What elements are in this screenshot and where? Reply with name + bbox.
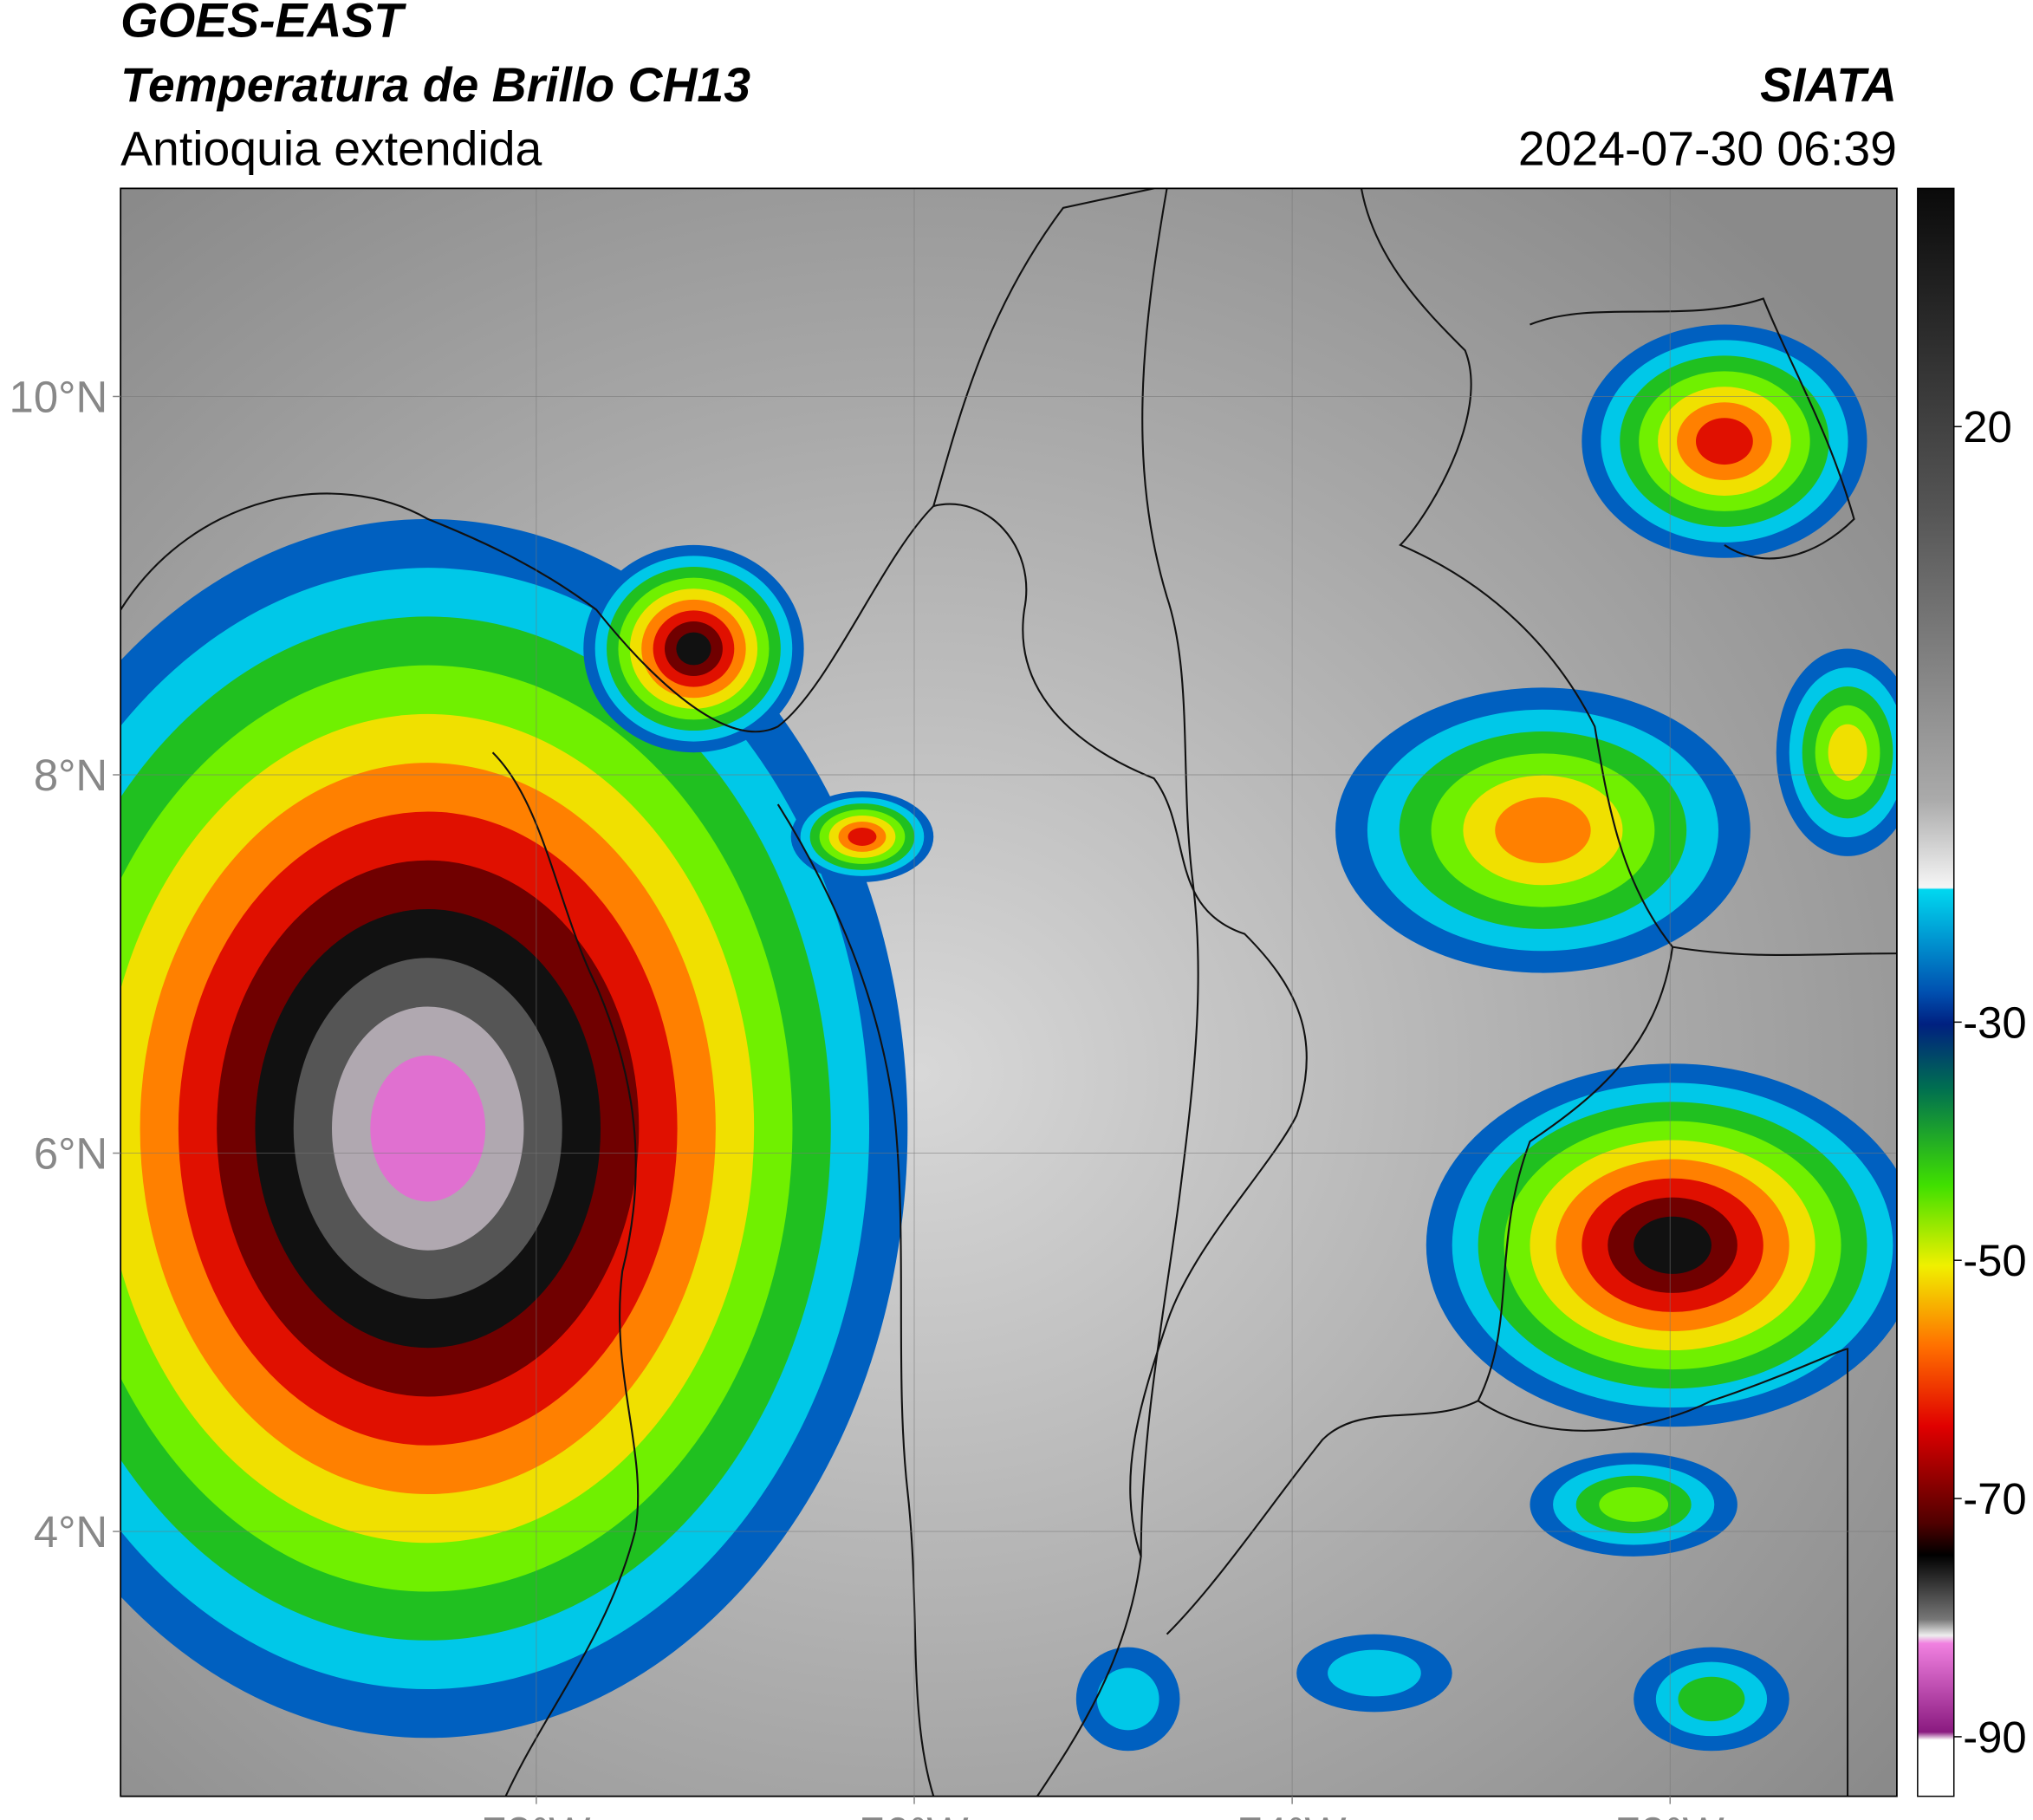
map-frame <box>120 187 1898 1797</box>
y-tick-label: 10°N <box>10 372 108 421</box>
axis-labels: 78°W 76°W 74°W 72°W 10°N 8°N 6°N 4°N <box>10 372 1724 1820</box>
cloud-ring <box>848 827 877 846</box>
y-tick-label: 8°N <box>34 751 107 800</box>
y-tick-label: 6°N <box>34 1128 107 1178</box>
cloud-ring <box>1096 1667 1159 1731</box>
colorbar-tick-label: 20 <box>1963 402 2012 452</box>
y-tick-label: 4°N <box>34 1507 107 1557</box>
cloud-ring <box>676 632 711 666</box>
subtitle: Temperatura de Brillo CH13 <box>120 58 750 112</box>
cloud-ring <box>370 1055 486 1202</box>
cloud-ring <box>1634 1216 1711 1274</box>
title: GOES-EAST <box>120 0 406 47</box>
cloud-ring <box>1495 797 1591 863</box>
x-tick-label: 78°W <box>482 1808 590 1820</box>
region: Antioquia extendida <box>120 121 542 175</box>
cloud-ring <box>1328 1649 1421 1697</box>
cloud-tops <box>120 324 1897 1752</box>
colorbar-tick-label: -30 <box>1963 998 2027 1047</box>
colorbar-tick-label: -70 <box>1963 1474 2027 1524</box>
graticule <box>120 188 1897 1797</box>
cloud-ring <box>1599 1487 1669 1522</box>
colorbar <box>1917 187 1955 1797</box>
map-area <box>120 188 1897 1797</box>
colorbar-tick-label: -50 <box>1963 1236 2027 1285</box>
cloud-ring <box>1678 1676 1745 1722</box>
colorbar-tick-label: -90 <box>1963 1713 2027 1762</box>
borders <box>120 188 1897 1797</box>
source: SIATA <box>1760 58 1897 112</box>
x-tick-label: 74°W <box>1238 1808 1347 1820</box>
cloud-ring <box>1695 418 1753 465</box>
datetime: 2024-07-30 06:39 <box>1518 121 1897 175</box>
colorbar-ticks: 20 -30 -50 -70 -90 <box>1953 402 2027 1762</box>
cloud-ring <box>1828 724 1867 781</box>
x-tick-label: 76°W <box>861 1808 969 1820</box>
x-tick-label: 72°W <box>1616 1808 1724 1820</box>
